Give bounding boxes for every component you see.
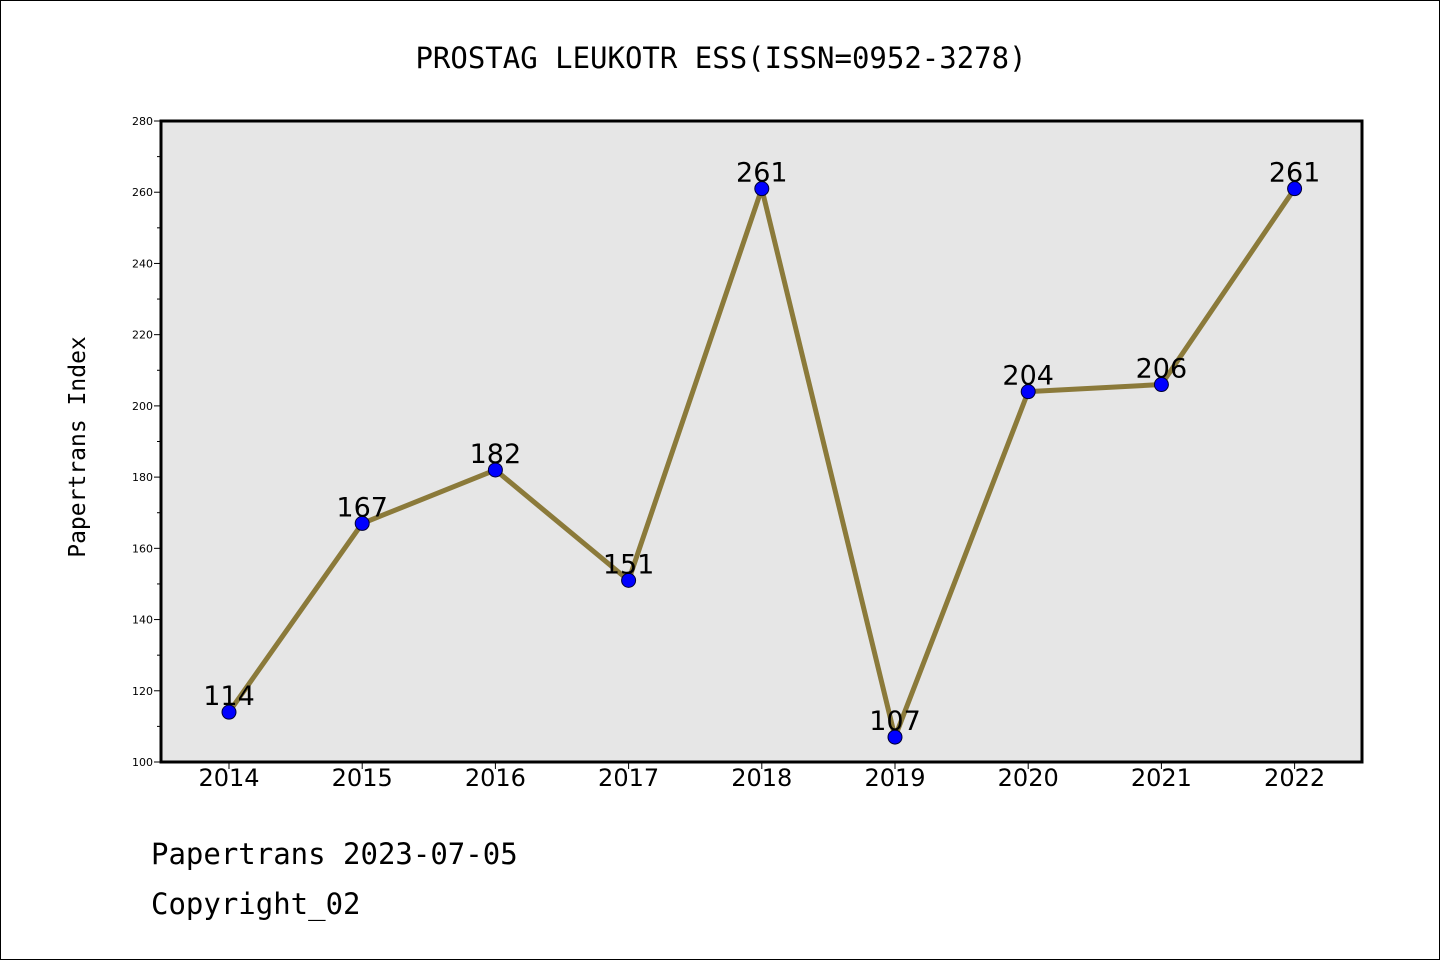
x-tick-label: 2014 xyxy=(198,764,259,792)
data-point xyxy=(754,181,770,197)
y-tick-label: 160 xyxy=(132,542,153,555)
data-label: 167 xyxy=(336,492,388,523)
data-point xyxy=(887,729,903,745)
y-axis-label: Papertrans Index xyxy=(65,336,91,558)
x-tick-label: 2016 xyxy=(465,764,526,792)
y-tick-label: 280 xyxy=(132,115,153,128)
data-point xyxy=(1020,384,1036,400)
x-tick-label: 2017 xyxy=(598,764,659,792)
plot-area xyxy=(159,119,1364,764)
data-point xyxy=(354,515,370,531)
x-tick-label: 2020 xyxy=(998,764,1059,792)
data-label: 261 xyxy=(1269,158,1321,189)
x-tick-label: 2022 xyxy=(1264,764,1325,792)
data-label: 204 xyxy=(1002,361,1054,392)
y-tick-label: 200 xyxy=(132,400,153,413)
data-label: 182 xyxy=(470,439,522,470)
y-axis: 100 120 140 160 180 200 220 240 260 280 xyxy=(132,115,161,769)
footer-source-date: Papertrans 2023-07-05 xyxy=(151,837,518,871)
data-label: 151 xyxy=(603,549,655,580)
x-tick-label: 2015 xyxy=(332,764,393,792)
x-tick-label: 2018 xyxy=(731,764,792,792)
footer-copyright: Copyright_02 xyxy=(151,887,361,921)
x-tick-label: 2021 xyxy=(1131,764,1192,792)
data-label: 107 xyxy=(869,706,921,737)
data-point xyxy=(1153,377,1169,393)
y-tick-label: 260 xyxy=(132,186,153,199)
data-point xyxy=(487,462,503,478)
data-label: 114 xyxy=(203,681,255,712)
x-tick-label: 2019 xyxy=(864,764,925,792)
y-tick-label: 140 xyxy=(132,614,153,627)
data-point xyxy=(621,572,637,588)
y-tick-label: 220 xyxy=(132,329,153,342)
series-layer: 114 167 182 151 261 107 204 206 261 xyxy=(203,158,1321,745)
data-label: 261 xyxy=(736,158,788,189)
chart-title: PROSTAG LEUKOTR ESS(ISSN=0952-3278) xyxy=(415,41,1026,75)
y-tick-label: 120 xyxy=(132,685,153,698)
data-label: 206 xyxy=(1136,354,1188,385)
data-point xyxy=(221,704,237,720)
y-tick-label: 100 xyxy=(132,756,153,769)
data-point xyxy=(1287,181,1303,197)
y-tick-label: 240 xyxy=(132,257,153,270)
y-tick-label: 180 xyxy=(132,471,153,484)
x-axis: 2014 2015 2016 2017 2018 2019 2020 2021 2022 xyxy=(198,762,1325,792)
